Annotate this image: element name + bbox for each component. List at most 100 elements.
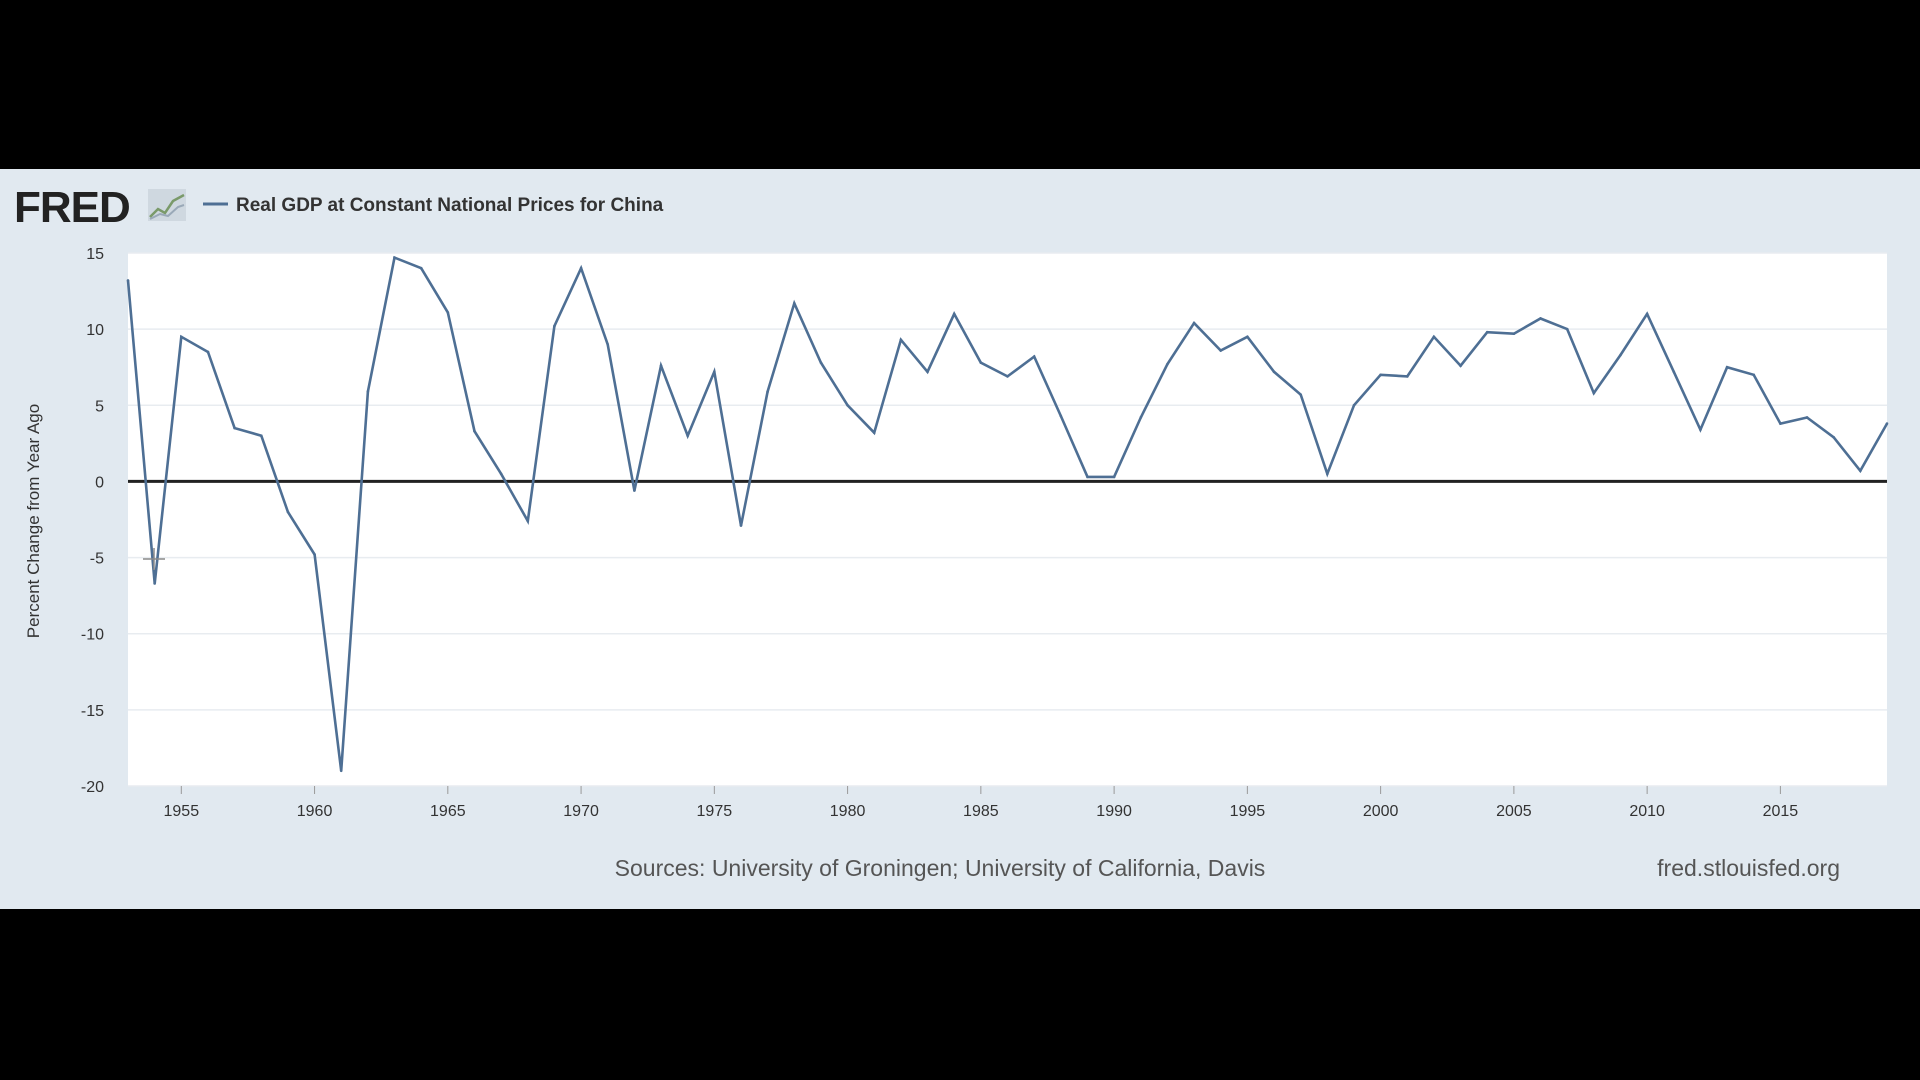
fred-site-link[interactable]: fred.stlouisfed.org (1657, 855, 1840, 881)
data-point (979, 361, 983, 364)
data-point (1699, 428, 1702, 431)
x-tick-label: 2010 (1629, 803, 1665, 820)
y-tick-label: -10 (81, 627, 104, 644)
data-point (180, 335, 183, 339)
data-point (633, 489, 636, 492)
fred-logo[interactable]: FRED (14, 183, 131, 232)
fred-logo-chart-icon (148, 189, 186, 221)
data-point (339, 769, 343, 773)
data-point (1752, 373, 1756, 377)
data-point (1139, 416, 1143, 419)
data-point (926, 370, 929, 374)
y-tick-label: -20 (81, 779, 104, 796)
data-point (1166, 362, 1169, 366)
data-point (286, 510, 290, 514)
legend-series-name: Real GDP at Constant National Prices for… (236, 195, 664, 216)
data-point (1405, 375, 1409, 378)
data-point (1219, 349, 1223, 352)
x-tick-label: 1970 (563, 803, 599, 820)
data-point (473, 429, 476, 433)
cursor-crosshair-icon (143, 548, 165, 570)
data-point (952, 312, 956, 316)
data-point (499, 472, 503, 476)
data-point (1619, 353, 1622, 357)
data-point (899, 338, 903, 342)
data-point (366, 390, 370, 393)
x-tick-label: 2005 (1496, 803, 1532, 820)
y-tick-label: 5 (95, 398, 104, 415)
data-point (1112, 475, 1116, 479)
data-point (1459, 364, 1462, 367)
x-tick-label: 1995 (1230, 803, 1266, 820)
x-tick-label: 1955 (164, 803, 200, 820)
x-tick-label: 1975 (697, 803, 733, 820)
data-point (1885, 422, 1889, 425)
data-point (1859, 469, 1862, 473)
data-point (1485, 330, 1489, 334)
data-point (846, 403, 849, 407)
data-point (686, 434, 689, 438)
data-point (393, 256, 396, 259)
data-point (419, 266, 423, 270)
data-point (1512, 332, 1516, 336)
data-point (1832, 435, 1835, 439)
data-point (233, 426, 236, 430)
data-point (1592, 391, 1596, 395)
data-point (1432, 335, 1436, 339)
data-point (766, 390, 769, 393)
grid-lines (128, 252, 1887, 787)
data-point (1672, 370, 1676, 374)
data-point (1352, 403, 1356, 407)
x-tick-label: 2000 (1363, 803, 1399, 820)
sources-text: Sources: University of Groningen; Univer… (615, 855, 1266, 881)
x-tick-label: 2015 (1763, 803, 1799, 820)
data-point (1645, 312, 1649, 316)
data-point (579, 266, 583, 270)
data-point (1192, 321, 1196, 325)
data-point (1272, 370, 1276, 374)
data-point (1805, 416, 1809, 419)
data-point (1779, 422, 1782, 425)
data-point (126, 279, 130, 282)
chart-panel: FRED Real GDP at Constant National Price… (0, 169, 1920, 909)
data-point (1086, 475, 1089, 479)
data-point (792, 301, 796, 305)
data-point (1565, 327, 1569, 331)
x-tick-label: 1965 (430, 803, 466, 820)
data-point (153, 582, 156, 585)
data-point (659, 364, 663, 367)
data-point (1326, 472, 1329, 476)
data-point (1059, 414, 1063, 418)
data-point (1299, 393, 1302, 396)
x-tick-label: 1980 (830, 803, 866, 820)
x-tick-label: 1985 (963, 803, 999, 820)
data-point (446, 311, 450, 314)
y-tick-label: 10 (86, 322, 104, 339)
data-point (526, 519, 530, 523)
data-point (1539, 317, 1542, 320)
data-point (1032, 355, 1036, 358)
data-point (553, 324, 556, 328)
data-point (1379, 373, 1382, 377)
y-axis-ticks: 15 10 5 0 -5 -10 -15 -20 (81, 246, 104, 796)
data-point (1246, 335, 1249, 339)
data-point (872, 431, 876, 434)
x-axis-ticks: 1955 1960 1965 1970 1975 1980 1985 1990 1995 2000… (164, 786, 1799, 820)
x-tick-label: 1990 (1096, 803, 1132, 820)
y-tick-label: -15 (81, 703, 104, 720)
y-tick-label: 0 (95, 474, 104, 491)
data-point (206, 350, 210, 354)
data-points (126, 256, 1889, 773)
data-point (713, 370, 716, 374)
plot-area (128, 253, 1887, 786)
y-axis-title: Percent Change from Year Ago (24, 404, 43, 638)
data-point (313, 553, 316, 556)
data-point (1006, 375, 1009, 378)
data-point (259, 434, 263, 438)
x-tick-label: 1960 (297, 803, 333, 820)
data-point (1725, 365, 1729, 369)
data-point (606, 343, 610, 346)
chart-svg: FRED Real GDP at Constant National Price… (14, 183, 1889, 881)
data-point (819, 361, 823, 364)
data-point (739, 524, 743, 527)
